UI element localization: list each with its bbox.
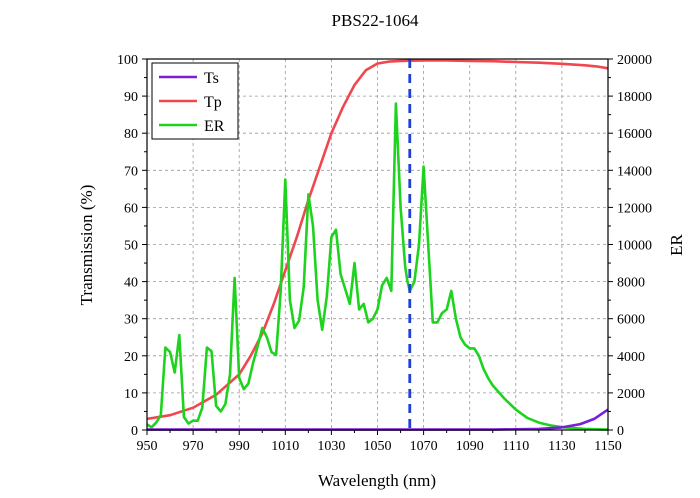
y-tick-label: 20 (124, 350, 138, 365)
y2-tick-label: 0 (617, 424, 624, 439)
y2-tick-label: 6000 (617, 313, 645, 328)
y-tick-label: 0 (131, 424, 138, 439)
y-tick-label: 80 (124, 127, 138, 142)
y-tick-label: 60 (124, 201, 138, 216)
y-tick-label: 30 (124, 313, 138, 328)
y2-tick-label: 4000 (617, 350, 645, 365)
y2-tick-label: 12000 (617, 201, 652, 216)
y-tick-label: 40 (124, 276, 138, 291)
x-tick-label: 990 (229, 439, 250, 454)
y-tick-label: 90 (124, 90, 138, 105)
axes: 950 970 990 1010 1030 1050 1070 1090 1110 1130 115… (117, 53, 652, 454)
y2-tick-label: 8000 (617, 276, 645, 291)
legend: Ts Tp ER (151, 62, 239, 140)
y2-tick-label: 14000 (617, 164, 652, 179)
y-axis-label: Transmission (%) (77, 185, 96, 306)
y2-tick-label: 16000 (617, 127, 652, 142)
x-tick-label: 970 (183, 439, 204, 454)
series-line-er (146, 102, 609, 431)
y-tick-label: 70 (124, 164, 138, 179)
y2-tick-label: 2000 (617, 387, 645, 402)
legend-label-tp: Tp (204, 94, 222, 111)
chart-title: PBS22-1064 (332, 11, 419, 30)
x-tick-label: 1070 (410, 439, 438, 454)
x-tick-label: 1090 (456, 439, 484, 454)
x-axis-label: Wavelength (nm) (318, 471, 436, 490)
y-tick-label: 100 (117, 53, 138, 68)
y2-tick-label: 20000 (617, 53, 652, 68)
x-tick-label: 1150 (594, 439, 621, 454)
y-tick-label: 50 (124, 239, 138, 254)
legend-label-er: ER (204, 118, 225, 135)
y2-tick-label: 18000 (617, 90, 652, 105)
x-tick-label: 950 (137, 439, 158, 454)
x-tick-label: 1030 (317, 439, 345, 454)
x-tick-label: 1130 (548, 439, 575, 454)
x-tick-label: 1010 (271, 439, 299, 454)
y2-axis-label: ER (667, 233, 686, 255)
x-tick-label: 1110 (502, 439, 529, 454)
x-tick-label: 1050 (364, 439, 392, 454)
y-tick-label: 10 (124, 387, 138, 402)
y2-tick-label: 10000 (617, 239, 652, 254)
series-line-tp (146, 59, 609, 421)
grid (147, 59, 608, 430)
legend-label-ts: Ts (204, 70, 219, 87)
